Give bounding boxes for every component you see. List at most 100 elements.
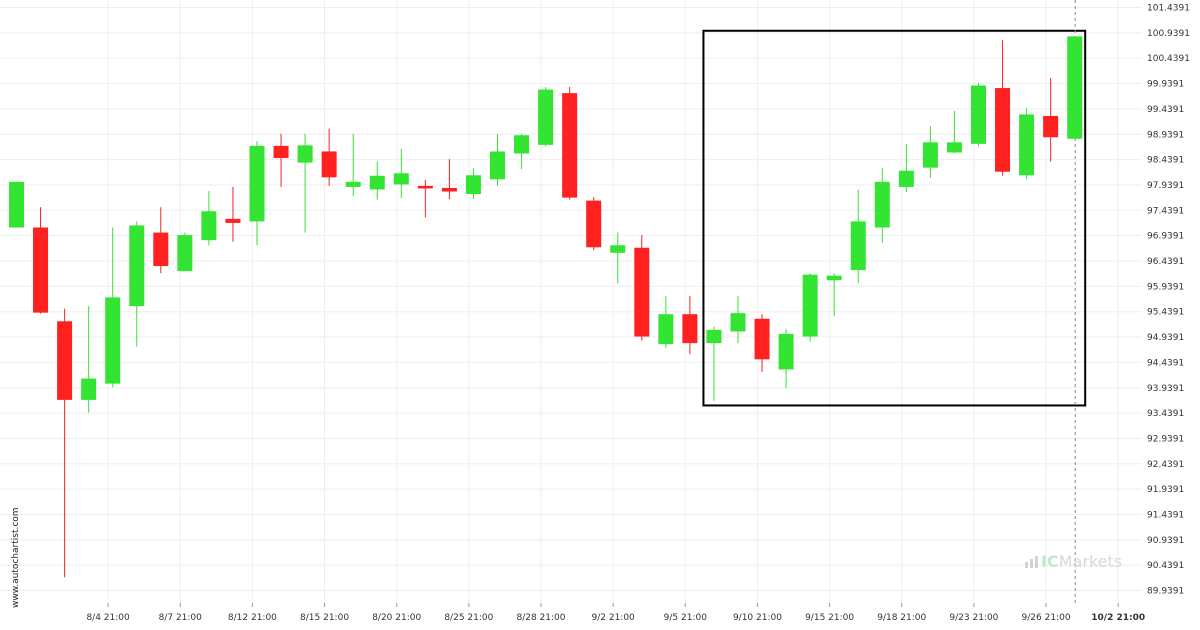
candle [9,181,24,228]
candle [273,133,289,187]
y-tick-label: 100.9391 [1147,29,1190,39]
candle [971,82,986,147]
pattern-box [702,29,1087,407]
candle-body [610,245,626,253]
candle-body [105,297,121,384]
candle [57,308,73,578]
x-tick-label: 8/28 21:00 [516,613,565,623]
candle-body [225,218,241,223]
y-tick-label: 92.9391 [1147,434,1184,444]
candle [898,143,914,193]
candle [465,168,481,200]
candle-body [57,321,73,400]
candles [9,36,1083,578]
candle [995,39,1011,176]
y-tick-label: 91.9391 [1147,485,1184,495]
candle-body [514,135,530,154]
candle-body [922,142,938,168]
candle-body [249,145,265,222]
icmarkets-brand: ICMarkets [1025,552,1122,571]
candle-body [826,275,842,281]
candle [321,128,337,186]
candle [562,87,578,200]
y-tick-label: 97.4391 [1147,206,1184,216]
candle [730,295,746,344]
candle [81,306,97,413]
candle-body [1019,114,1035,176]
y-tick-label: 95.4391 [1147,308,1184,318]
candle-body [850,221,866,271]
x-tick-label: 8/4 21:00 [86,613,130,623]
candle-body [33,227,49,313]
candle-body [778,333,794,370]
x-tick-label: 9/23 21:00 [949,613,998,623]
x-tick-label: 10/2 21:00 [1091,613,1145,623]
candle-body [562,93,578,198]
candle [634,235,650,341]
candle-body [802,274,818,337]
x-tick-label: 8/7 21:00 [159,613,203,623]
y-tick-label: 100.4391 [1147,54,1190,64]
y-tick-label: 98.9391 [1147,130,1184,140]
candle [514,133,530,170]
candle-body [874,181,890,228]
candle [946,110,962,153]
candle-body [345,181,361,187]
candle-body [730,313,746,332]
candle [297,133,313,233]
candle [345,133,361,197]
candle [417,179,433,218]
candle-body [465,175,481,195]
candle [33,207,49,314]
candle [778,328,794,389]
autochartist-watermark: www.autochartist.com [11,507,21,608]
candle [1043,77,1059,162]
candle [225,186,241,242]
grid-lines [0,0,1142,603]
candle [610,232,626,284]
x-tick-label: 9/5 21:00 [664,613,708,623]
y-tick-label: 92.4391 [1147,460,1184,470]
candle [249,141,265,246]
candle-body [1043,115,1059,138]
y-tick-label: 97.9391 [1147,181,1184,191]
candle-body [658,314,674,345]
y-tick-label: 90.4391 [1147,561,1184,571]
y-tick-label: 90.9391 [1147,536,1184,546]
candle-body [153,232,169,267]
candle [754,314,770,372]
candle-body [297,145,313,163]
y-tick-label: 98.4391 [1147,156,1184,166]
candle [538,87,554,147]
x-tick-label: 9/18 21:00 [877,613,926,623]
x-tick-label: 8/15 21:00 [300,613,349,623]
candle [1067,36,1083,139]
brand-ic-text: IC [1041,552,1059,571]
candle-body [995,88,1011,172]
candle [922,126,938,178]
y-tick-label: 101.4391 [1147,4,1190,14]
candle [177,232,193,272]
candle [682,295,698,355]
candle [874,167,890,243]
candle [105,227,121,388]
x-tick-label: 9/2 21:00 [592,613,636,623]
candle [802,273,818,342]
candle [129,221,145,347]
pattern-box-layer [702,0,1087,603]
candle [369,161,385,200]
candle [490,133,505,186]
y-tick-label: 94.4391 [1147,358,1184,368]
candle-body [441,187,457,192]
candle-body [321,151,337,178]
candle-body [946,142,962,153]
candle-body [490,151,505,180]
candle [201,190,217,246]
candle [153,207,169,274]
y-tick-label: 96.4391 [1147,257,1184,267]
candle [706,326,722,401]
bars-icon [1025,556,1038,568]
x-tick-label: 8/20 21:00 [372,613,421,623]
x-tick-label: 9/15 21:00 [805,613,854,623]
